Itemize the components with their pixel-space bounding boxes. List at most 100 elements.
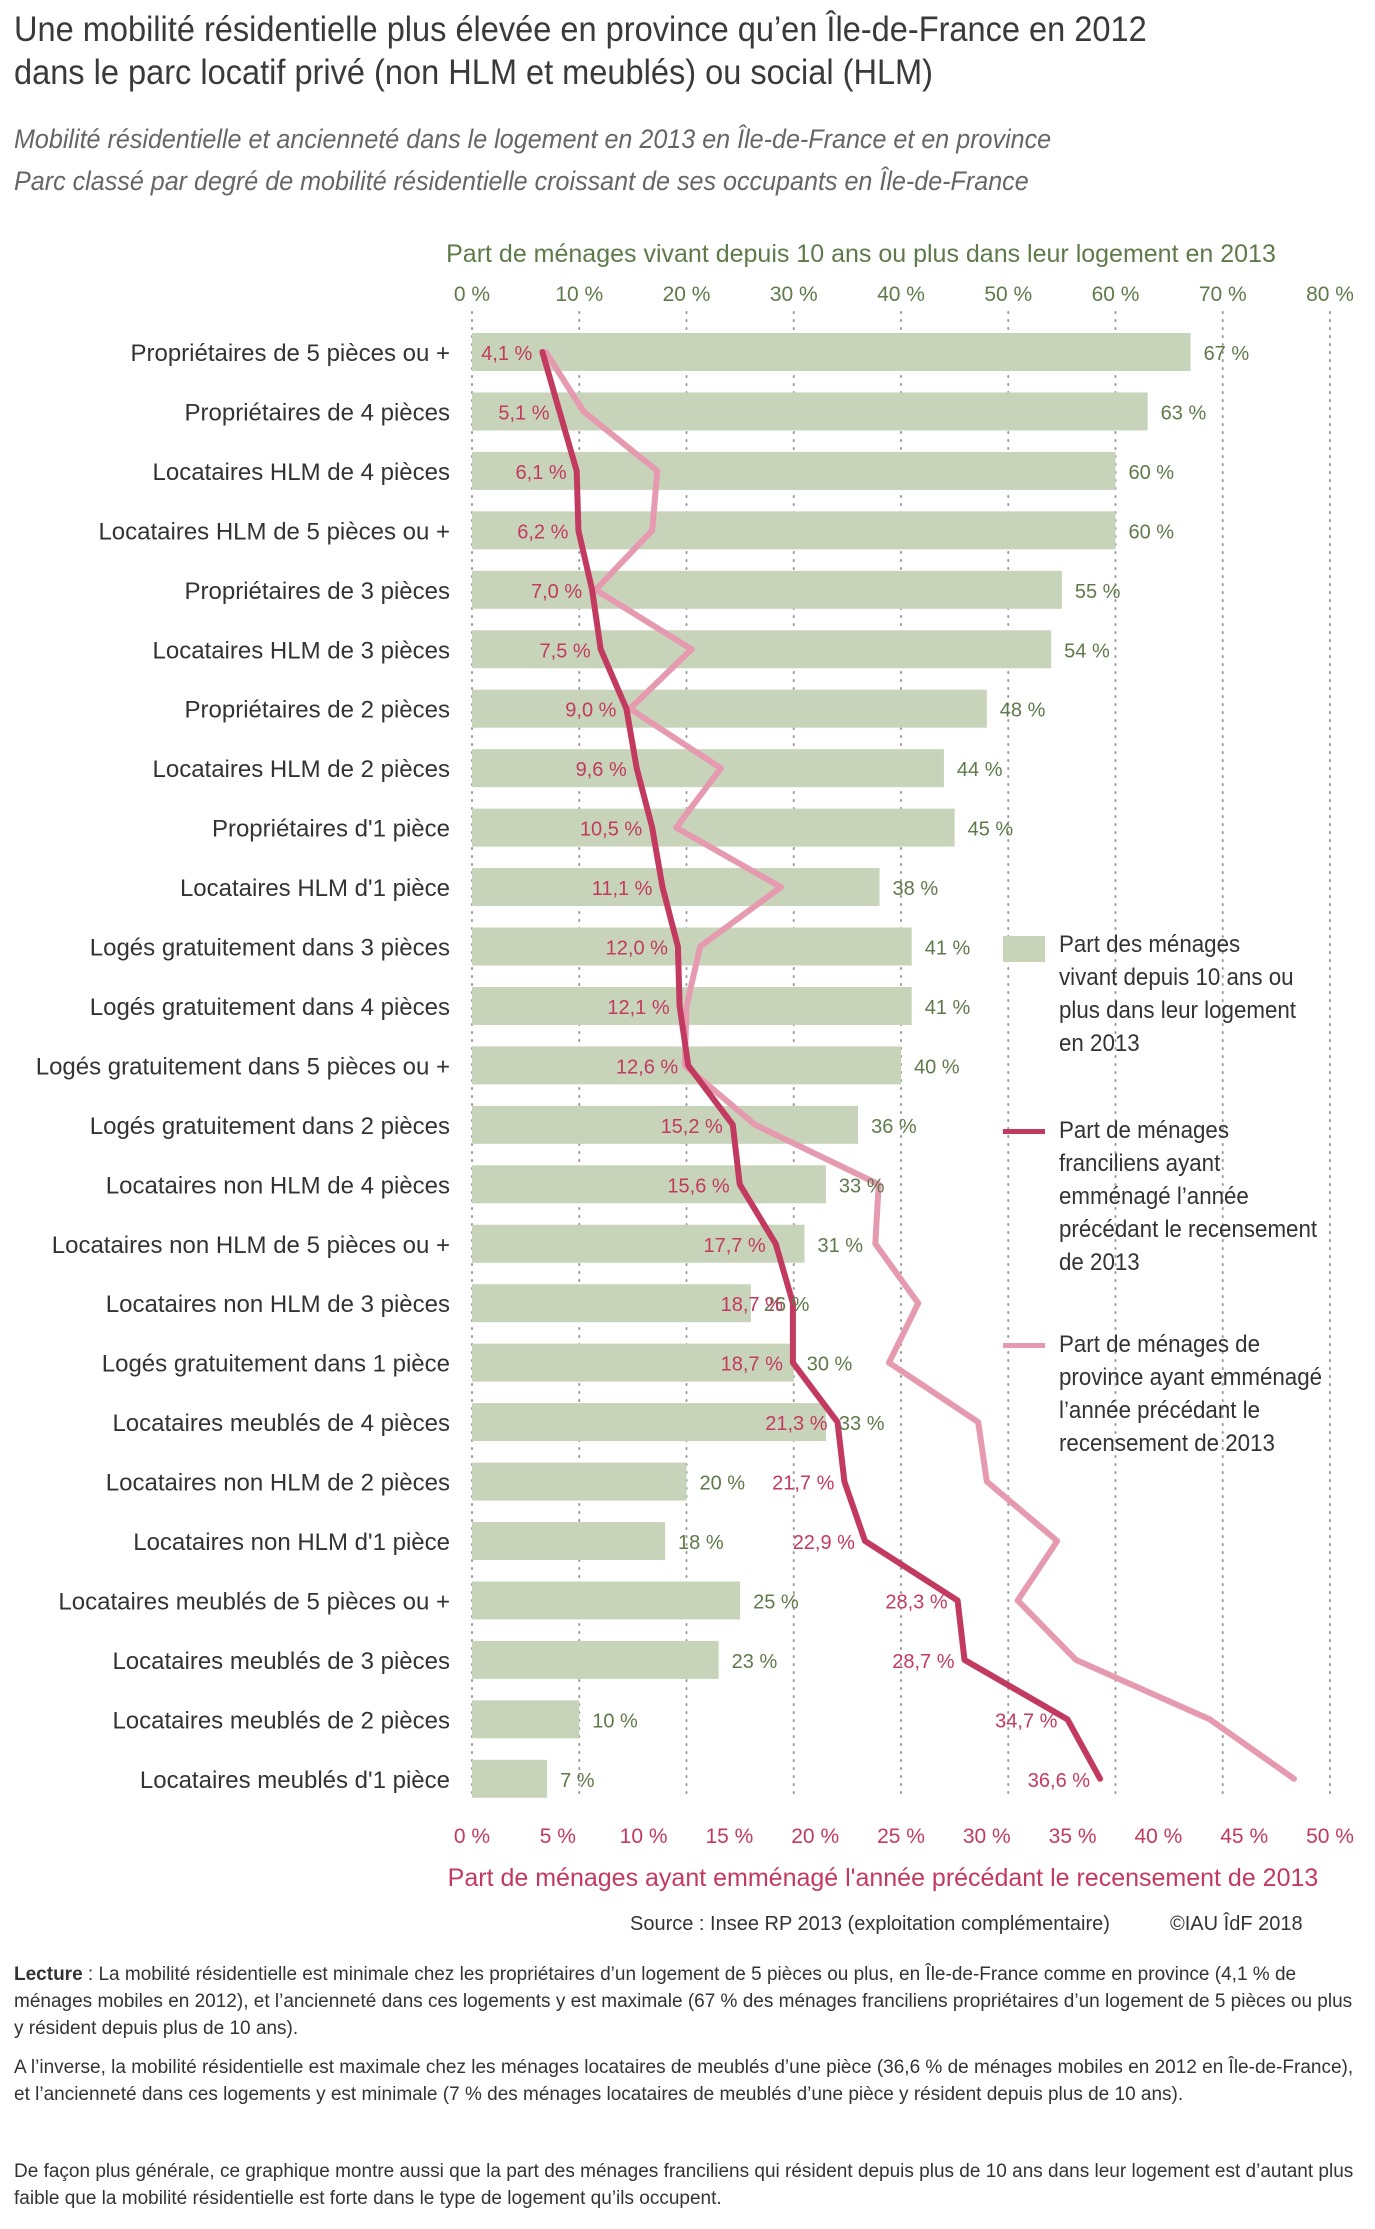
category-label: Propriétaires de 5 pièces ou + bbox=[130, 340, 450, 367]
bar-value-label: 10 % bbox=[592, 1710, 638, 1732]
top-axis-title: Part de ménages vivant depuis 10 ans ou … bbox=[446, 240, 1276, 268]
bar-value-label: 60 % bbox=[1129, 462, 1175, 484]
bar bbox=[472, 630, 1052, 669]
bottom-axis-tick-label: 50 % bbox=[1306, 1825, 1354, 1848]
idf-value-label: 4,1 % bbox=[481, 343, 532, 365]
idf-value-label: 15,2 % bbox=[661, 1116, 723, 1138]
bar-value-label: 26 % bbox=[764, 1294, 810, 1316]
bottom-axis-tick-label: 35 % bbox=[1049, 1825, 1097, 1848]
idf-value-label: 15,6 % bbox=[667, 1175, 729, 1197]
idf-value-label: 12,6 % bbox=[616, 1056, 678, 1078]
idf-value-label: 12,0 % bbox=[606, 938, 668, 960]
category-label: Locataires HLM de 5 pièces ou + bbox=[98, 518, 450, 545]
idf-value-label: 21,3 % bbox=[765, 1413, 827, 1435]
bar-value-label: 18 % bbox=[678, 1532, 724, 1554]
category-label: Logés gratuitement dans 5 pièces ou + bbox=[36, 1053, 450, 1080]
lecture-label: Lecture bbox=[14, 1964, 83, 1985]
idf-value-label: 18,7 % bbox=[721, 1294, 783, 1316]
category-label: Locataires HLM d'1 pièce bbox=[180, 875, 450, 902]
subtitle-line-2: Parc classé par degré de mobilité réside… bbox=[14, 166, 1029, 196]
top-axis-tick-label: 80 % bbox=[1306, 283, 1354, 306]
idf-value-label: 17,7 % bbox=[703, 1235, 765, 1257]
bar bbox=[472, 1105, 859, 1144]
bar-value-label: 31 % bbox=[817, 1235, 863, 1257]
bar bbox=[472, 1462, 687, 1501]
top-axis-tick-label: 50 % bbox=[984, 283, 1032, 306]
top-axis-tick-label: 70 % bbox=[1199, 283, 1247, 306]
category-label: Locataires HLM de 3 pièces bbox=[153, 637, 451, 664]
category-label: Logés gratuitement dans 1 pièce bbox=[102, 1351, 450, 1378]
bottom-axis-tick-label: 45 % bbox=[1220, 1825, 1268, 1848]
bar-value-label: 55 % bbox=[1075, 581, 1121, 603]
bar bbox=[472, 1224, 805, 1263]
idf-value-label: 6,2 % bbox=[517, 521, 568, 543]
idf-value-label: 9,6 % bbox=[576, 759, 627, 781]
bar-value-label: 67 % bbox=[1204, 343, 1250, 365]
bar-value-label: 23 % bbox=[732, 1651, 778, 1673]
bar-value-label: 7 % bbox=[560, 1770, 595, 1792]
bottom-axis-tick-label: 0 % bbox=[454, 1825, 490, 1848]
copyright-note: ©IAU ÎdF 2018 bbox=[1170, 1913, 1303, 1935]
legend-swatch-idf-line bbox=[1003, 1129, 1045, 1134]
category-label: Locataires meublés d'1 pièce bbox=[140, 1767, 450, 1794]
top-axis-tick-label: 10 % bbox=[555, 283, 603, 306]
idf-value-label: 11,1 % bbox=[592, 878, 653, 900]
category-label: Propriétaires de 4 pièces bbox=[185, 399, 450, 426]
category-label: Locataires meublés de 4 pièces bbox=[112, 1410, 450, 1437]
bar bbox=[472, 570, 1062, 609]
bar bbox=[472, 1284, 751, 1323]
category-label: Logés gratuitement dans 2 pièces bbox=[90, 1113, 450, 1140]
bottom-axis-tick-label: 25 % bbox=[877, 1825, 925, 1848]
idf-value-label: 36,6 % bbox=[1028, 1770, 1090, 1792]
idf-value-label: 28,7 % bbox=[892, 1651, 954, 1673]
top-axis-tick-label: 0 % bbox=[454, 283, 490, 306]
category-label: Locataires non HLM de 3 pièces bbox=[106, 1291, 450, 1318]
chart-title: Une mobilité résidentielle plus élevée e… bbox=[14, 8, 1260, 94]
bottom-axis-tick-label: 5 % bbox=[540, 1825, 576, 1848]
idf-value-label: 10,5 % bbox=[580, 819, 642, 841]
bar-value-label: 20 % bbox=[700, 1473, 746, 1495]
note-paragraph-3: De façon plus générale, ce graphique mon… bbox=[14, 2161, 1354, 2209]
bar bbox=[472, 1640, 719, 1679]
category-label: Propriétaires d'1 pièce bbox=[212, 816, 450, 843]
category-label: Locataires non HLM d'1 pièce bbox=[133, 1529, 450, 1556]
category-label: Locataires meublés de 3 pièces bbox=[112, 1648, 450, 1675]
bar bbox=[472, 808, 955, 847]
bar bbox=[472, 1403, 826, 1442]
bar-value-label: 33 % bbox=[839, 1413, 885, 1435]
category-label: Locataires HLM de 4 pièces bbox=[153, 459, 451, 486]
idf-value-label: 5,1 % bbox=[498, 402, 549, 424]
bottom-axis-tick-label: 15 % bbox=[705, 1825, 753, 1848]
source-note: Source : Insee RP 2013 (exploitation com… bbox=[630, 1913, 1110, 1935]
bar-value-label: 41 % bbox=[925, 997, 971, 1019]
bar bbox=[472, 333, 1191, 371]
bar-value-label: 30 % bbox=[807, 1354, 853, 1376]
bar-value-label: 41 % bbox=[925, 938, 971, 960]
idf-value-label: 6,1 % bbox=[516, 462, 567, 484]
title-line-2: dans le parc locatif privé (non HLM et m… bbox=[14, 53, 934, 92]
top-axis-tick-label: 30 % bbox=[770, 283, 818, 306]
province-mobility-line bbox=[542, 349, 1297, 1782]
category-label: Locataires non HLM de 2 pièces bbox=[106, 1470, 450, 1497]
bar bbox=[472, 1343, 794, 1382]
legend-swatch-bar bbox=[1003, 936, 1045, 962]
idf-value-label: 34,7 % bbox=[995, 1710, 1057, 1732]
category-label: Propriétaires de 3 pièces bbox=[185, 578, 450, 605]
note-paragraph-2: A l’inverse, la mobilité résidentielle e… bbox=[14, 2057, 1354, 2105]
bar bbox=[472, 1759, 548, 1798]
category-label: Locataires non HLM de 4 pièces bbox=[106, 1172, 450, 1199]
chart: Propriétaires de 5 pièces ou + 67 % Propri… bbox=[36, 240, 1354, 1892]
bar bbox=[472, 1165, 826, 1204]
bar bbox=[472, 511, 1116, 550]
bar-value-label: 60 % bbox=[1129, 521, 1175, 543]
bottom-axis-tick-label: 10 % bbox=[620, 1825, 668, 1848]
top-axis-tick-label: 20 % bbox=[663, 283, 711, 306]
legend-label-idf-line: Part de ménages franciliens ayant emména… bbox=[1059, 1117, 1318, 1276]
category-label: Locataires non HLM de 5 pièces ou + bbox=[52, 1232, 450, 1259]
idf-value-label: 28,3 % bbox=[885, 1591, 947, 1613]
legend-label-bar: Part des ménages vivant depuis 10 ans ou… bbox=[1059, 931, 1296, 1057]
lecture-paragraph: Lecture : La mobilité résidentielle est … bbox=[14, 1961, 1359, 2042]
idf-value-label: 12,1 % bbox=[607, 997, 669, 1019]
bar bbox=[472, 1581, 741, 1620]
idf-mobility-line bbox=[539, 349, 1104, 1782]
